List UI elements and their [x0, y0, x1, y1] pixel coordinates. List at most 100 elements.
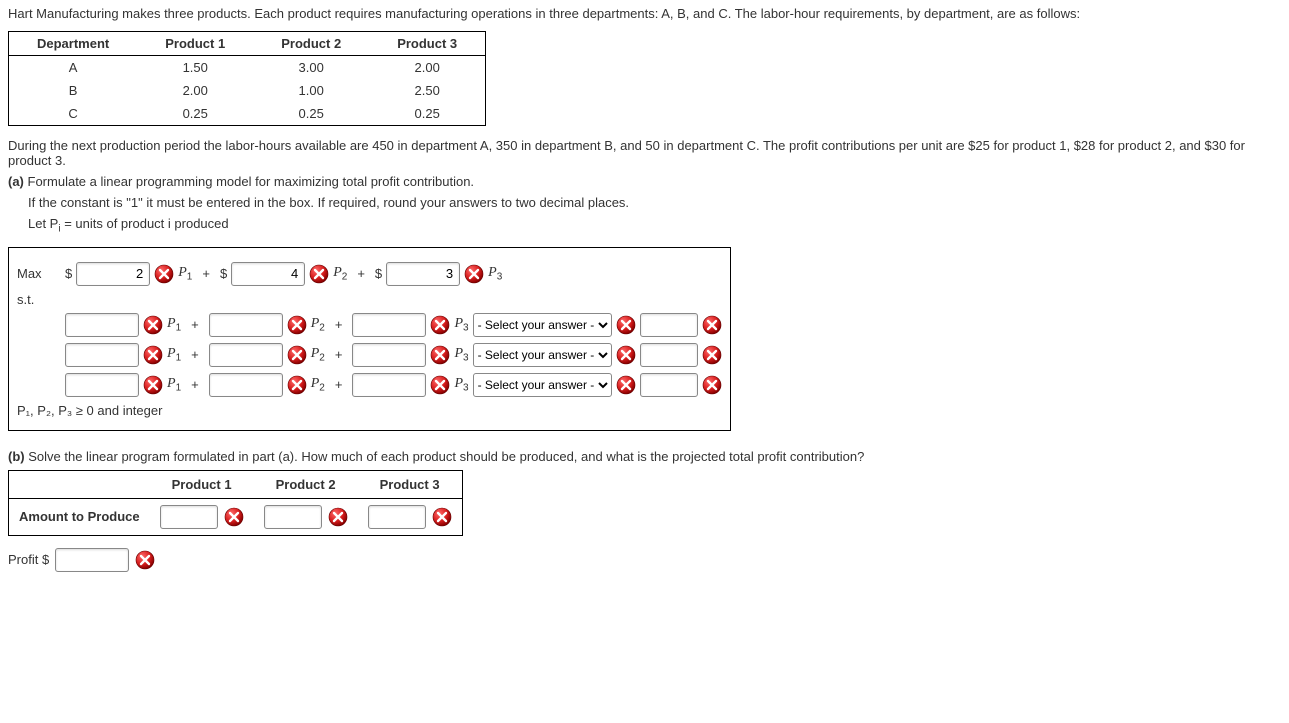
- var-p2: P2: [311, 345, 325, 364]
- wrong-icon: [702, 345, 722, 365]
- amt-col-blank: [9, 470, 150, 498]
- var-p3: P3: [454, 315, 468, 334]
- table-cell: B: [9, 79, 138, 102]
- amount-p3-input[interactable]: [368, 505, 426, 529]
- table-cell: 0.25: [369, 102, 485, 126]
- constraint-row-1: P1 + P2 + P3 - Select your answer -: [17, 313, 722, 337]
- table-cell: 0.25: [137, 102, 253, 126]
- lp-form-box: Max $ P1 + $ P2 + $ P3 s.t. P1 + P2 + P3…: [8, 247, 731, 431]
- wrong-icon: [287, 375, 307, 395]
- profit-row: Profit $: [8, 548, 1281, 572]
- c3-coef-p3-input[interactable]: [352, 373, 426, 397]
- c2-relation-select[interactable]: - Select your answer -: [473, 343, 612, 367]
- obj-coef-1-input[interactable]: [76, 262, 150, 286]
- intro-text: Hart Manufacturing makes three products.…: [8, 6, 1281, 21]
- wrong-icon: [702, 315, 722, 335]
- dollar-sign: $: [220, 266, 227, 281]
- var-p1: P1: [167, 375, 181, 394]
- amt-col-3: Product 3: [358, 470, 463, 498]
- amt-col-1: Product 1: [150, 470, 254, 498]
- dept-col-3: Product 3: [369, 32, 485, 56]
- c2-coef-p2-input[interactable]: [209, 343, 283, 367]
- wrong-icon: [616, 315, 636, 335]
- table-cell: 2.00: [137, 79, 253, 102]
- amount-p2-input[interactable]: [264, 505, 322, 529]
- plus-sign: +: [329, 347, 349, 362]
- plus-sign: +: [185, 317, 205, 332]
- var-p1: P1: [167, 345, 181, 364]
- wrong-icon: [135, 550, 155, 570]
- var-p1: P1: [178, 264, 192, 283]
- c3-coef-p1-input[interactable]: [65, 373, 139, 397]
- dollar-sign: $: [65, 266, 72, 281]
- var-p2: P2: [311, 315, 325, 334]
- part-b-text: Solve the linear program formulated in p…: [28, 449, 864, 464]
- constraint-row-3: P1 + P2 + P3 - Select your answer -: [17, 373, 722, 397]
- var-p2: P2: [311, 375, 325, 394]
- table-cell: 2.50: [369, 79, 485, 102]
- table-cell: C: [9, 102, 138, 126]
- wrong-icon: [432, 507, 452, 527]
- wrong-icon: [430, 375, 450, 395]
- dept-col-1: Product 1: [137, 32, 253, 56]
- var-p2: P2: [333, 264, 347, 283]
- c1-rhs-input[interactable]: [640, 313, 698, 337]
- c3-coef-p2-input[interactable]: [209, 373, 283, 397]
- c2-coef-p1-input[interactable]: [65, 343, 139, 367]
- part-a-label: (a): [8, 174, 24, 189]
- wrong-icon: [309, 264, 329, 284]
- part-a-line2: If the constant is "1" it must be entere…: [8, 195, 1281, 210]
- wrong-icon: [328, 507, 348, 527]
- c1-relation-select[interactable]: - Select your answer -: [473, 313, 612, 337]
- plus-sign: +: [329, 317, 349, 332]
- part-b-label: (b): [8, 449, 25, 464]
- plus-sign: +: [185, 347, 205, 362]
- department-table: Department Product 1 Product 2 Product 3…: [8, 31, 486, 126]
- plus-sign: +: [185, 377, 205, 392]
- part-a-line1: Formulate a linear programming model for…: [28, 174, 475, 189]
- let-rest: = units of product i produced: [61, 216, 229, 231]
- objective-row: Max $ P1 + $ P2 + $ P3: [17, 262, 722, 286]
- wrong-icon: [224, 507, 244, 527]
- dollar-sign: $: [375, 266, 382, 281]
- c3-rhs-input[interactable]: [640, 373, 698, 397]
- plus-sign: +: [196, 266, 216, 281]
- table-cell: 0.25: [253, 102, 369, 126]
- c1-coef-p1-input[interactable]: [65, 313, 139, 337]
- wrong-icon: [464, 264, 484, 284]
- var-p1: P1: [167, 315, 181, 334]
- var-p3: P3: [454, 375, 468, 394]
- c2-coef-p3-input[interactable]: [352, 343, 426, 367]
- let-p: Let P: [28, 216, 58, 231]
- st-label: s.t.: [17, 292, 61, 307]
- var-p3: P3: [488, 264, 502, 283]
- table-cell: A: [9, 56, 138, 80]
- plus-sign: +: [329, 377, 349, 392]
- wrong-icon: [702, 375, 722, 395]
- constraint-row-2: P1 + P2 + P3 - Select your answer -: [17, 343, 722, 367]
- wrong-icon: [430, 315, 450, 335]
- dept-col-2: Product 2: [253, 32, 369, 56]
- wrong-icon: [143, 345, 163, 365]
- var-p3: P3: [454, 345, 468, 364]
- c2-rhs-input[interactable]: [640, 343, 698, 367]
- plus-sign: +: [351, 266, 371, 281]
- dept-col-0: Department: [9, 32, 138, 56]
- profit-label: Profit $: [8, 552, 49, 567]
- c1-coef-p3-input[interactable]: [352, 313, 426, 337]
- profit-input[interactable]: [55, 548, 129, 572]
- c3-relation-select[interactable]: - Select your answer -: [473, 373, 612, 397]
- nonneg-constraint: P₁, P₂, P₃ ≥ 0 and integer: [17, 403, 722, 418]
- c1-coef-p2-input[interactable]: [209, 313, 283, 337]
- wrong-icon: [287, 345, 307, 365]
- wrong-icon: [616, 375, 636, 395]
- wrong-icon: [287, 315, 307, 335]
- amount-table: Product 1 Product 2 Product 3 Amount to …: [8, 470, 463, 536]
- wrong-icon: [616, 345, 636, 365]
- wrong-icon: [143, 375, 163, 395]
- amount-p1-input[interactable]: [160, 505, 218, 529]
- wrong-icon: [143, 315, 163, 335]
- obj-coef-3-input[interactable]: [386, 262, 460, 286]
- wrong-icon: [154, 264, 174, 284]
- obj-coef-2-input[interactable]: [231, 262, 305, 286]
